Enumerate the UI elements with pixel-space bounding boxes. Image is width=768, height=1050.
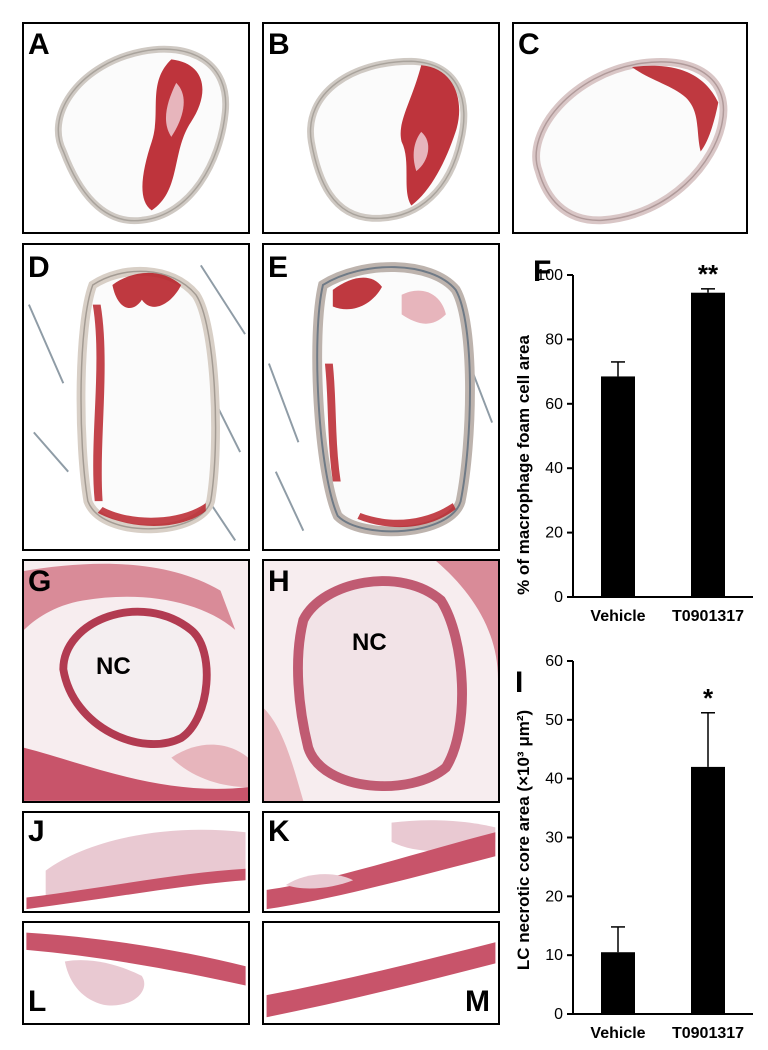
y-tick-label: 40 xyxy=(545,771,563,788)
bar-t0901317 xyxy=(691,766,725,1014)
panel-j-label: J xyxy=(28,815,45,848)
panel-g-image: G NC xyxy=(22,559,250,803)
vessel-section-c xyxy=(532,58,728,225)
x-category-label: T0901317 xyxy=(672,608,744,625)
chart-f-svg: F % of macrophage foam cell area 0 20 40 60… xyxy=(514,255,753,625)
panel-a-image: A xyxy=(22,22,250,234)
panel-d-label: D xyxy=(28,251,50,284)
panel-b-label: B xyxy=(268,28,290,61)
panel-h-label: H xyxy=(268,565,290,598)
vessel-section-b xyxy=(307,57,468,222)
y-tick-label: 10 xyxy=(545,947,563,964)
lesion-section-j xyxy=(26,813,246,911)
vessel-section-e xyxy=(267,262,494,537)
vessel-section-d xyxy=(28,264,246,541)
panel-d-image: D xyxy=(22,243,250,551)
panel-e-label: E xyxy=(268,251,289,284)
panel-e-image: E xyxy=(262,243,500,551)
chart-f: F % of macrophage foam cell area 0 20 40 60… xyxy=(505,245,765,640)
chart-f-ylabel: % of macrophage foam cell area xyxy=(514,335,533,595)
y-tick-label: 50 xyxy=(545,712,563,729)
chart-f-label: F xyxy=(533,255,551,288)
vessel-section-a xyxy=(54,45,230,225)
y-tick-label: 40 xyxy=(545,460,563,477)
y-tick-label: 100 xyxy=(536,267,563,284)
necrotic-core-label-g: NC xyxy=(96,653,131,680)
y-tick-label: 20 xyxy=(545,888,563,905)
panel-g-label: G xyxy=(28,565,52,598)
y-tick-label: 60 xyxy=(545,396,563,413)
panel-k-image: K xyxy=(262,811,500,913)
panel-c-image: C xyxy=(512,22,748,234)
y-tick-label: 30 xyxy=(545,830,563,847)
x-category-label: Vehicle xyxy=(590,608,645,625)
panel-k-label: K xyxy=(268,815,290,848)
significance-marker: * xyxy=(703,683,714,713)
chart-i: I LC necrotic core area (×10³ μm²) 0 10 20… xyxy=(505,640,765,1045)
panel-l-image: L xyxy=(22,921,250,1025)
lesion-section-h xyxy=(264,561,498,801)
chart-i-svg: I LC necrotic core area (×10³ μm²) 0 10 20… xyxy=(514,653,753,1042)
panel-l-label: L xyxy=(28,985,47,1018)
bar-vehicle xyxy=(601,376,635,597)
panel-a-label: A xyxy=(28,28,50,61)
y-tick-label: 0 xyxy=(554,1006,563,1023)
panel-b-image: B xyxy=(262,22,500,234)
y-tick-label: 0 xyxy=(554,589,563,606)
bar-t0901317 xyxy=(691,292,725,597)
lesion-section-m xyxy=(266,923,496,1023)
necrotic-core-label-h: NC xyxy=(352,629,387,656)
panel-c-label: C xyxy=(518,28,540,61)
lesion-section-g xyxy=(24,561,248,801)
chart-i-ylabel: LC necrotic core area (×10³ μm²) xyxy=(514,710,533,970)
x-category-label: Vehicle xyxy=(590,1025,645,1042)
y-tick-label: 60 xyxy=(545,653,563,670)
panel-h-image: H NC xyxy=(262,559,500,803)
lesion-section-l xyxy=(26,923,246,1023)
significance-marker: ** xyxy=(698,259,719,289)
panel-m-image: M xyxy=(262,921,500,1025)
panel-j-image: J xyxy=(22,811,250,913)
panel-m-label: M xyxy=(465,985,490,1018)
y-tick-label: 20 xyxy=(545,525,563,542)
x-category-label: T0901317 xyxy=(672,1025,744,1042)
bar-vehicle xyxy=(601,952,635,1014)
lesion-section-k xyxy=(266,813,496,911)
y-tick-label: 80 xyxy=(545,331,563,348)
chart-i-label: I xyxy=(515,666,523,699)
